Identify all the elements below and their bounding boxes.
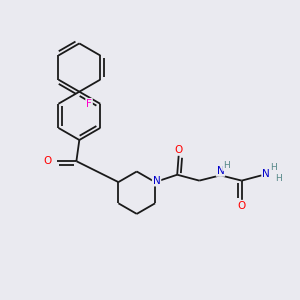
Text: H: H [270,163,277,172]
Text: O: O [44,156,52,166]
Text: H: H [275,174,282,183]
Text: N: N [217,166,224,176]
Text: O: O [238,201,246,211]
Text: O: O [175,145,183,155]
Text: F: F [86,99,92,109]
Text: N: N [153,176,160,186]
Text: H: H [223,161,230,170]
Text: N: N [262,169,270,179]
